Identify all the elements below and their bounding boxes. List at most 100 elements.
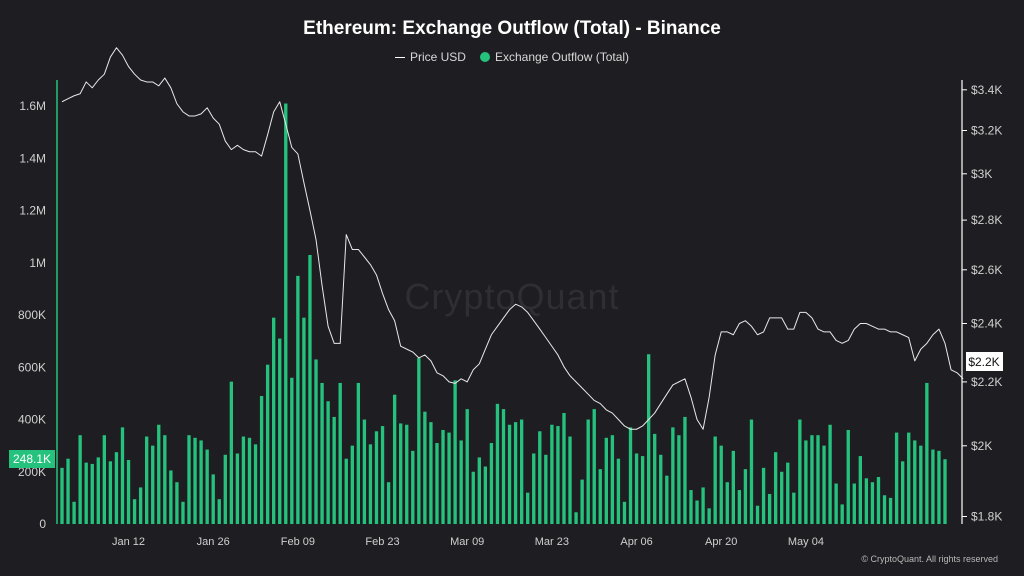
left-tick-label: 800K (18, 308, 46, 322)
outflow-bar (175, 482, 179, 524)
x-tick-label: Apr 20 (705, 536, 737, 548)
outflow-bar (265, 364, 270, 524)
outflow-bar (876, 476, 881, 524)
outflow-bar (90, 463, 94, 524)
x-tick-label: Feb 23 (365, 536, 399, 548)
price-line-layer (61, 47, 964, 430)
outflow-bar (102, 435, 106, 524)
outflow-bar (864, 478, 869, 524)
right-axis-ticks: $1.8K $2K $2.2K $2.4K $2.6K $2.8K $3K $3.2K $3.4… (962, 83, 1002, 524)
x-tick-label: Jan 12 (112, 536, 145, 548)
left-tick-label: 600K (18, 360, 46, 374)
outflow-bar (247, 437, 252, 524)
right-tick-label: $3K (971, 167, 992, 181)
copyright-footer: © CryptoQuant. All rights reserved (861, 554, 998, 564)
outflow-bar (326, 401, 330, 524)
left-tick-label: 1.6M (19, 99, 46, 113)
outflow-bar (689, 490, 693, 524)
outflow-bar (695, 500, 699, 524)
outflow-bar (368, 444, 373, 524)
outflow-bar (344, 458, 348, 524)
left-axis-ticks: 0 200K 400K 600K 800K 1M 1.2M 1.4M 1.6M (18, 99, 46, 531)
right-tick-label: $2.6K (971, 263, 1002, 277)
outflow-bar (320, 382, 324, 524)
outflow-bar (810, 435, 814, 524)
outflow-bar (731, 450, 735, 524)
outflow-bar (386, 482, 391, 524)
outflow-bar (380, 426, 385, 524)
outflow-bar (78, 435, 82, 524)
outflow-bar (646, 354, 651, 524)
outflow-bar (725, 482, 729, 524)
legend-item-outflow[interactable]: Exchange Outflow (Total) (479, 50, 630, 64)
outflow-bar (640, 456, 645, 524)
outflow-bar (816, 435, 820, 524)
outflow-bar (308, 254, 312, 525)
x-tick-label: Jan 26 (197, 536, 230, 548)
outflow-bar (132, 499, 137, 524)
outflow-bar (483, 466, 488, 524)
outflow-bar (634, 453, 639, 524)
outflow-bar (507, 424, 512, 524)
outflow-bar (332, 416, 336, 524)
outflow-bar (72, 501, 76, 524)
watermark: CryptoQuant (404, 276, 620, 317)
right-tick-label: $2.2K (971, 375, 1002, 389)
outflow-bar (477, 457, 481, 524)
outflow-bar (235, 453, 240, 524)
outflow-bar (193, 437, 197, 524)
outflow-bar (622, 501, 627, 524)
right-tick-label: $2.8K (971, 213, 1002, 227)
price-badge-label: $2.2K (968, 355, 999, 369)
outflow-bar (120, 427, 125, 524)
x-tick-label: May 04 (788, 536, 824, 548)
outflow-bar (187, 435, 191, 524)
outflow-bar (628, 427, 633, 524)
outflow-bar (411, 450, 415, 524)
legend-item-price[interactable]: Price USD (394, 50, 466, 64)
outflow-bar (931, 449, 935, 524)
outflow-bar (937, 450, 941, 524)
outflow-bar (223, 454, 227, 524)
outflow-bar (465, 409, 469, 524)
x-tick-label: Mar 23 (535, 536, 569, 548)
outflow-bar (792, 492, 796, 524)
outflow-bar (532, 453, 536, 524)
outflow-bar (773, 452, 778, 524)
outflow-bar (719, 445, 723, 524)
outflow-bar (350, 445, 354, 524)
outflow-bar (804, 440, 808, 524)
outflow-bar (489, 443, 494, 524)
outflow-bar (441, 429, 445, 524)
left-tick-label: 1.2M (19, 204, 46, 218)
right-tick-label: $2.4K (971, 317, 1002, 331)
right-tick-label: $3.4K (971, 83, 1002, 97)
outflow-bar (538, 431, 542, 524)
legend-label-outflow: Exchange Outflow (Total) (494, 50, 630, 64)
outflow-bar (683, 416, 687, 524)
outflow-bar (604, 437, 608, 524)
outflow-bar (574, 512, 578, 524)
outflow-bar (550, 424, 554, 524)
outflow-bar (598, 469, 602, 524)
outflow-bar (913, 440, 917, 524)
outflow-bar (471, 471, 475, 524)
outflow-bar (677, 435, 681, 524)
outflow-bar (96, 457, 100, 524)
outflow-bar (919, 445, 923, 524)
outflow-bar (169, 470, 173, 524)
outflow-bar (290, 377, 294, 524)
left-tick-label: 1M (29, 256, 46, 270)
outflow-bar (84, 462, 88, 524)
outflow-bar (767, 493, 772, 524)
outflow-bar (296, 275, 300, 524)
left-tick-label: 1.4M (19, 151, 46, 165)
outflow-bar (743, 469, 748, 524)
outflow-bar (707, 508, 711, 524)
outflow-bar (423, 411, 427, 524)
outflow-bar (374, 431, 379, 524)
outflow-bar (241, 436, 246, 524)
left-tick-label: 0 (39, 517, 46, 531)
outflow-bar (586, 419, 590, 524)
outflow-bar (501, 409, 506, 524)
